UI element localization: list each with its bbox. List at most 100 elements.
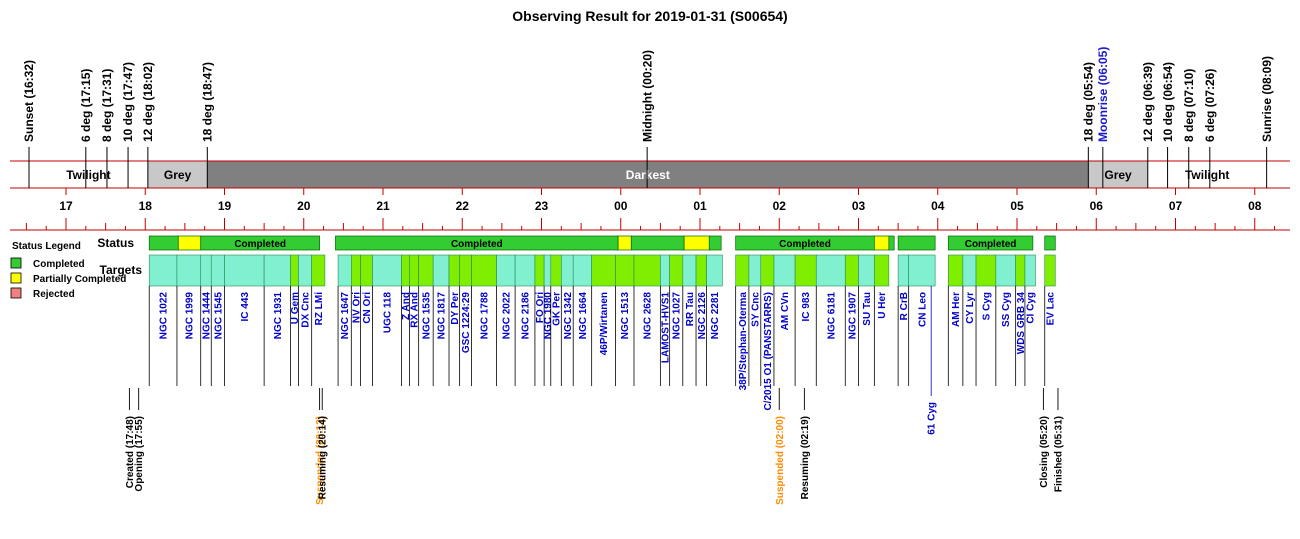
target-block: [337, 254, 352, 287]
target-name: RX And: [410, 292, 421, 328]
target-block: [372, 254, 402, 287]
target-name: NGC 1647: [340, 292, 351, 340]
status-legend: Status Legend Completed Partially Complete…: [10, 241, 126, 300]
top-event-label: 10 deg (06:54): [1161, 62, 1175, 142]
sky-period-label: Grey: [164, 168, 192, 182]
target-name: Z And: [401, 292, 412, 320]
top-event-label: 6 deg (17:15): [79, 69, 93, 142]
target-block: [815, 254, 846, 287]
legend-item-label: Rejected: [33, 289, 75, 300]
target-name: NGC 1535: [421, 292, 432, 340]
target-block: [290, 254, 299, 287]
legend-swatch: [10, 272, 22, 284]
top-event-label: 12 deg (18:02): [141, 62, 155, 142]
target-block: [459, 254, 472, 287]
target-block: [706, 254, 723, 287]
target-block: [682, 254, 697, 287]
target-name: AM Her: [951, 292, 962, 327]
target-name: RR Tau: [685, 292, 696, 326]
targets-row: NGC 1022 NGC 1999 NGC 1444 NGC 1545 IC 443 NG…: [148, 254, 1057, 435]
extra-target-name: 61 Cyg: [927, 402, 938, 435]
sky-period: [1088, 161, 1148, 188]
top-events: Sunset (16:32) 6 deg (17:15) 8 deg (17:31)…: [22, 47, 1274, 188]
target-name: RZ LMi: [314, 292, 325, 326]
target-block: [660, 254, 670, 287]
status-segment: [708, 235, 722, 251]
target-name: GK Per: [552, 292, 563, 326]
target-block: [908, 254, 936, 287]
bottom-event-label: Finished (05:31): [1053, 416, 1064, 492]
target-block: [897, 254, 909, 287]
top-event-label: 12 deg (06:39): [1141, 62, 1155, 142]
target-block: [748, 254, 762, 287]
target-name: NGC 6181: [826, 292, 837, 340]
target-name: DX Cnc: [301, 292, 312, 328]
target-name: CN Leo: [917, 292, 928, 327]
target-name: NGC 1788: [480, 292, 491, 340]
target-name: GSC 1224:29: [461, 292, 472, 354]
bottom-event-label: Suspended (20:12): [315, 416, 326, 505]
target-name: 46P/Wirtanen: [599, 292, 610, 355]
target-name: CI Cyg: [1026, 292, 1037, 324]
target-block: [534, 254, 545, 287]
hour-label: 01: [693, 199, 707, 213]
legend-title: Status Legend: [12, 241, 81, 252]
sky-periods: Twilight Grey Darkest Grey Twilight: [28, 161, 1267, 188]
target-block: [615, 254, 635, 287]
hour-label: 23: [535, 199, 549, 213]
target-block: [401, 254, 410, 287]
hour-label: 04: [931, 199, 945, 213]
status-segment: [888, 235, 895, 251]
status-segment: [897, 235, 936, 251]
status-segment-label: Completed: [234, 239, 286, 250]
chart-title: Observing Result for 2019-01-31 (S00654): [512, 8, 787, 24]
targets-row-label: Targets: [100, 263, 143, 277]
target-block: [432, 254, 450, 287]
target-name: NGC 2126: [697, 292, 708, 340]
target-block: [1044, 254, 1056, 287]
hour-label: 17: [59, 199, 73, 213]
target-block: [995, 254, 1016, 287]
hour-label: 07: [1169, 199, 1183, 213]
top-event-label: 18 deg (18:47): [201, 62, 215, 142]
target-name: IC 443: [240, 292, 251, 322]
top-event-label: Sunrise (08:09): [1260, 56, 1274, 142]
sky-period-label: Grey: [1104, 168, 1132, 182]
target-block: [496, 254, 516, 287]
target-name: CN Ori: [362, 292, 373, 324]
target-name: NGC 1817: [437, 292, 448, 340]
target-block: [448, 254, 460, 287]
target-name: NGC 1513: [620, 292, 631, 340]
target-name: NGC 1027: [672, 292, 683, 340]
status-segment: [630, 235, 685, 251]
target-name: FO Ori: [535, 292, 546, 323]
target-name: SU Tau: [862, 292, 873, 326]
target-name: NGC 1444: [201, 292, 212, 340]
target-block: [591, 254, 616, 287]
target-block: [263, 254, 291, 287]
target-block: [210, 254, 225, 287]
status-segment-label: Completed: [965, 239, 1017, 250]
target-block: [794, 254, 817, 287]
target-block: [298, 254, 312, 287]
top-event-label: 8 deg (07:10): [1182, 69, 1196, 142]
target-name: NGC 1342: [563, 292, 574, 340]
top-event-label: Moonrise (06:05): [1096, 47, 1110, 142]
target-block: [1024, 254, 1036, 287]
sky-period-label: Twilight: [1185, 168, 1229, 182]
target-name: AM CVn: [780, 292, 791, 330]
target-block: [148, 254, 178, 287]
target-block: [975, 254, 997, 287]
bottom-event-label: Opening (17:55): [134, 416, 145, 492]
target-name: NV Ori: [351, 292, 362, 323]
target-name: U Gem: [290, 292, 301, 324]
target-name: CY Lyr: [965, 292, 976, 324]
status-segment: [617, 235, 632, 251]
target-block: [224, 254, 265, 287]
hour-label: 05: [1010, 199, 1024, 213]
target-name: C/2015 O1 (PANSTARRS): [763, 292, 774, 411]
status-segment: [873, 235, 890, 251]
status-segment: [177, 235, 202, 251]
hour-label: 22: [456, 199, 470, 213]
target-name: DY Per: [450, 292, 461, 325]
